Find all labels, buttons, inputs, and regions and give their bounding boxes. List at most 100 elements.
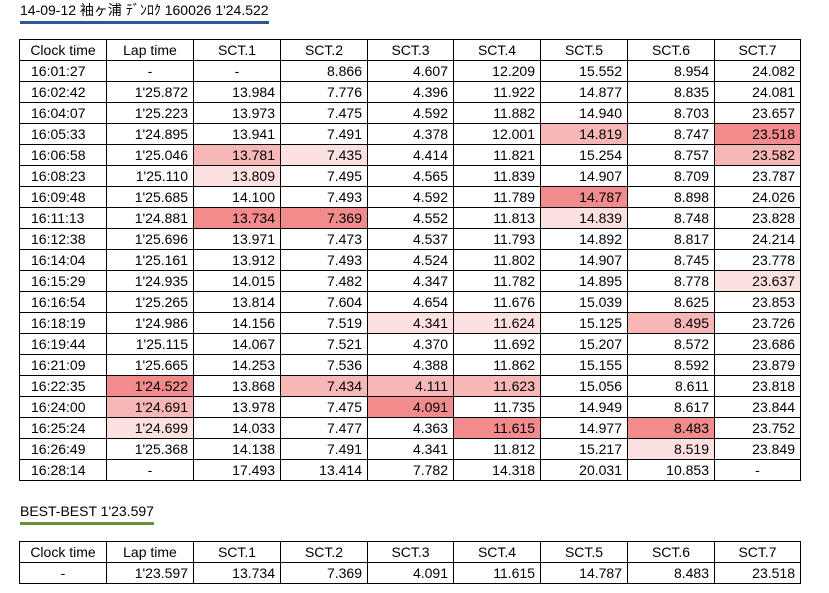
cell-lap-time: 1'25.265 <box>106 291 194 313</box>
cell-sct5: 14.787 <box>540 186 628 208</box>
cell-sct3: 4.091 <box>367 396 454 418</box>
cell-sct3: 4.370 <box>367 333 454 355</box>
cell-sct2: 7.477 <box>280 417 368 439</box>
table-row: 16:08:23 1'25.110 13.809 7.495 4.565 11.839 14… <box>19 165 801 187</box>
cell-sct2: 7.369 <box>280 207 368 229</box>
cell-sct1: 13.868 <box>193 375 281 397</box>
cell-sct7: 23.582 <box>714 144 801 166</box>
cell-clock-time: 16:02:42 <box>19 81 107 103</box>
cell-sct2: 8.866 <box>280 60 368 82</box>
cell-sct4: 11.882 <box>453 102 541 124</box>
table-row: 16:24:00 1'24.691 13.978 7.475 4.091 11.735 14… <box>19 396 801 418</box>
cell-lap-time: 1'25.872 <box>106 81 194 103</box>
cell-sct1: 14.015 <box>193 270 281 292</box>
cell-sct6: 8.519 <box>627 438 715 460</box>
cell-sct4: 11.802 <box>453 249 541 271</box>
cell-sct7: 23.818 <box>714 375 801 397</box>
cell-sct3: 4.396 <box>367 81 454 103</box>
table-row: 16:11:13 1'24.881 13.734 7.369 4.552 11.813 14… <box>19 207 801 229</box>
cell-sct6: 8.757 <box>627 144 715 166</box>
cell-lap-time: 1'25.368 <box>106 438 194 460</box>
cell-sct6: 8.495 <box>627 312 715 334</box>
cell-sct6: 8.709 <box>627 165 715 187</box>
cell-clock-time: 16:12:38 <box>19 228 107 250</box>
cell-sct6: 8.617 <box>627 396 715 418</box>
cell-sct7: 23.778 <box>714 249 801 271</box>
best-header-sct2: SCT.2 <box>280 541 368 563</box>
cell-sct2: 7.776 <box>280 81 368 103</box>
cell-lap-time: 1'25.115 <box>106 333 194 355</box>
cell-sct5: 14.877 <box>540 81 628 103</box>
cell-sct7: 23.657 <box>714 102 801 124</box>
cell-sct4: 11.676 <box>453 291 541 313</box>
cell-sct3: 4.607 <box>367 60 454 82</box>
table-row: 16:22:35 1'24.522 13.868 7.434 4.111 11.623 15… <box>19 375 801 397</box>
cell-sct1: 13.984 <box>193 81 281 103</box>
cell-sct4: 11.862 <box>453 354 541 376</box>
best-best-row: - 1'23.597 13.734 7.369 4.091 11.615 14.… <box>19 562 801 584</box>
cell-sct6: 8.592 <box>627 354 715 376</box>
cell-sct6: 8.898 <box>627 186 715 208</box>
cell-sct5: 15.552 <box>540 60 628 82</box>
session-title: 14-09-12 袖ヶ浦 ﾃﾞﾝﾛｸ 160026 1'24.522 <box>20 1 269 24</box>
cell-sct4: 11.782 <box>453 270 541 292</box>
header-clock-time: Clock time <box>19 39 107 61</box>
cell-sct3: 4.537 <box>367 228 454 250</box>
cell-sct1: 13.781 <box>193 144 281 166</box>
cell-lap-time: - <box>106 459 194 481</box>
best-header-sct6: SCT.6 <box>627 541 715 563</box>
cell-sct1: 13.971 <box>193 228 281 250</box>
cell-sct1: 14.138 <box>193 438 281 460</box>
header-sct2: SCT.2 <box>280 39 368 61</box>
best-header-clock-time: Clock time <box>19 541 107 563</box>
cell-sct6: 8.625 <box>627 291 715 313</box>
cell-sct1: 14.253 <box>193 354 281 376</box>
cell-sct3: 4.592 <box>367 102 454 124</box>
cell-sct7: 23.787 <box>714 165 801 187</box>
table-row: 16:26:49 1'25.368 14.138 7.491 4.341 11.812 15… <box>19 438 801 460</box>
cell-sct5: 15.125 <box>540 312 628 334</box>
cell-sct2: 13.414 <box>280 459 368 481</box>
cell-sct5: 14.977 <box>540 417 628 439</box>
cell-sct4: 12.209 <box>453 60 541 82</box>
cell-sct5: 20.031 <box>540 459 628 481</box>
cell-sct4: 11.624 <box>453 312 541 334</box>
table-row: 16:09:48 1'25.685 14.100 7.493 4.592 11.789 14… <box>19 186 801 208</box>
cell-clock-time: 16:09:48 <box>19 186 107 208</box>
cell-sct5: 14.907 <box>540 249 628 271</box>
cell-sct1: 13.973 <box>193 102 281 124</box>
cell-lap-time: 1'25.046 <box>106 144 194 166</box>
lap-times-table: Clock time Lap time SCT.1 SCT.2 SCT.3 SC… <box>19 39 801 481</box>
cell-lap-time: 1'25.223 <box>106 102 194 124</box>
cell-lap-time: 1'25.685 <box>106 186 194 208</box>
cell-sct7: 23.752 <box>714 417 801 439</box>
cell-sct5: 15.056 <box>540 375 628 397</box>
cell-sct5: 14.907 <box>540 165 628 187</box>
cell-sct1: 13.734 <box>193 207 281 229</box>
cell-sct6: 8.483 <box>627 417 715 439</box>
cell-sct7: 24.081 <box>714 81 801 103</box>
cell-sct5: 14.940 <box>540 102 628 124</box>
cell-sct6: 8.572 <box>627 333 715 355</box>
cell-sct3: 7.782 <box>367 459 454 481</box>
cell-sct3: 4.592 <box>367 186 454 208</box>
best-sct7: 23.518 <box>714 562 801 584</box>
cell-clock-time: 16:01:27 <box>19 60 107 82</box>
cell-sct7: 24.082 <box>714 60 801 82</box>
table-row: 16:15:29 1'24.935 14.015 7.482 4.347 11.782 14… <box>19 270 801 292</box>
table-row: 16:14:04 1'25.161 13.912 7.493 4.524 11.802 14… <box>19 249 801 271</box>
table-row: 16:19:44 1'25.115 14.067 7.521 4.370 11.692 15… <box>19 333 801 355</box>
cell-sct5: 15.155 <box>540 354 628 376</box>
cell-sct5: 15.039 <box>540 291 628 313</box>
cell-sct5: 14.895 <box>540 270 628 292</box>
cell-clock-time: 16:24:00 <box>19 396 107 418</box>
cell-sct5: 15.254 <box>540 144 628 166</box>
table-row: 16:21:09 1'25.665 14.253 7.536 4.388 11.862 15… <box>19 354 801 376</box>
cell-clock-time: 16:25:24 <box>19 417 107 439</box>
cell-sct7: 23.518 <box>714 123 801 145</box>
cell-sct7: 23.686 <box>714 333 801 355</box>
table-row: 16:02:42 1'25.872 13.984 7.776 4.396 11.922 14… <box>19 81 801 103</box>
header-sct4: SCT.4 <box>453 39 541 61</box>
cell-sct6: 8.611 <box>627 375 715 397</box>
cell-sct1: 17.493 <box>193 459 281 481</box>
